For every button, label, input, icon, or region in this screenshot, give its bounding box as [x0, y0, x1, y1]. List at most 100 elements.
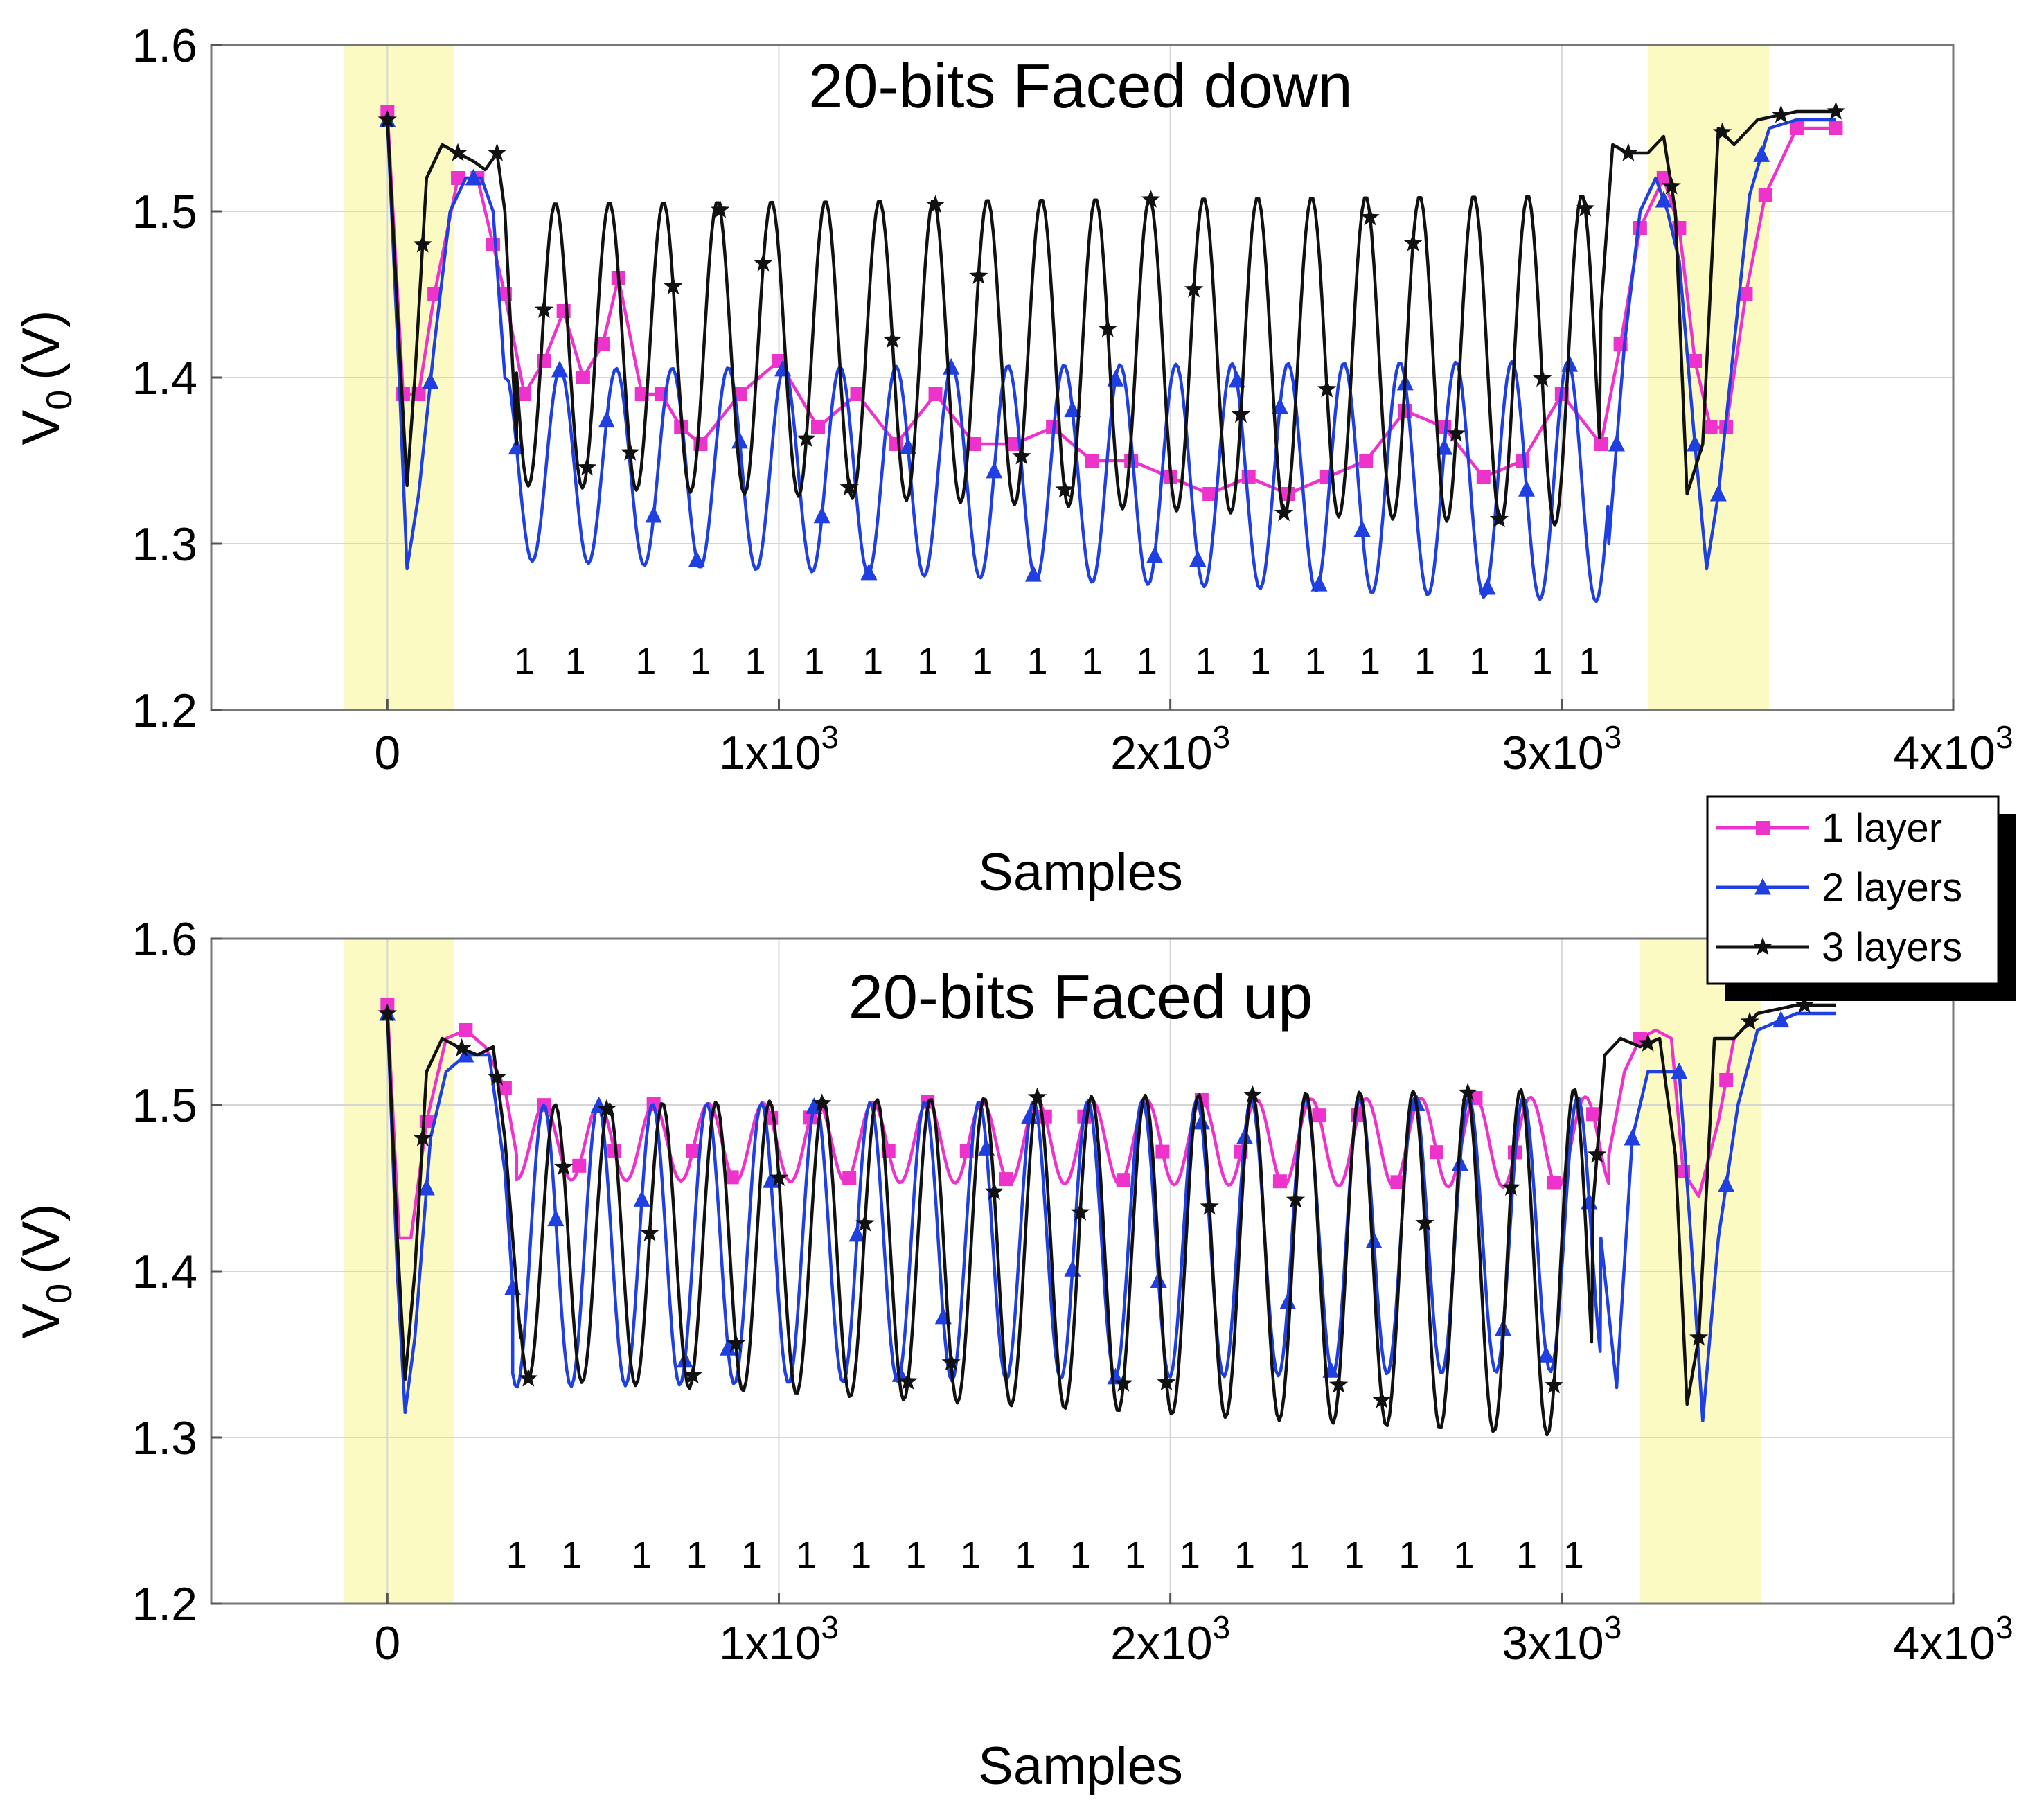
- data-point: [1709, 484, 1727, 502]
- data-point: [726, 1334, 746, 1352]
- data-point: [1594, 437, 1608, 451]
- y-axis-label-var: V: [12, 409, 71, 445]
- data-point: [576, 371, 590, 384]
- bit-label: 1: [1454, 1534, 1475, 1576]
- data-point: [519, 1368, 538, 1387]
- data-point: [1200, 1196, 1219, 1215]
- data-point: [1476, 470, 1491, 484]
- y-tick-label: 1.4: [132, 1246, 197, 1298]
- y-tick-label: 1.3: [132, 1412, 197, 1464]
- data-point: [1687, 354, 1702, 368]
- data-point: [645, 506, 662, 523]
- data-point: [1184, 279, 1204, 298]
- data-point: [1360, 207, 1380, 226]
- data-point: [621, 442, 640, 461]
- data-point: [1055, 479, 1074, 498]
- x-tick-label: 3x103: [1502, 1609, 1621, 1670]
- bit-label: 1: [851, 1534, 871, 1576]
- data-point: [459, 1023, 473, 1037]
- data-point: [811, 420, 826, 434]
- data-point: [1271, 397, 1288, 414]
- data-point: [1310, 574, 1328, 592]
- data-point: [377, 109, 398, 128]
- legend-entry: 1 layer: [1716, 806, 1942, 851]
- data-point: [1231, 405, 1251, 423]
- bit-label: 1: [1532, 641, 1553, 682]
- data-point: [1317, 379, 1337, 398]
- data-point: [451, 171, 465, 185]
- data-point: [1544, 1375, 1564, 1394]
- series-faced-down: [377, 101, 1846, 603]
- x-axis-label-faced-down: Samples: [978, 843, 1183, 902]
- legend-entry: 3 layers: [1716, 925, 1962, 970]
- bit-label: 1: [1398, 1534, 1419, 1576]
- bit-label: 1: [632, 1534, 652, 1576]
- data-point: [1189, 550, 1207, 567]
- x-tick-label: 0: [374, 1617, 400, 1670]
- bit-label: 1: [1070, 1534, 1091, 1576]
- legend-entries: 1 layer 2 layers 3 layers: [1716, 806, 1962, 970]
- data-point: [1098, 319, 1117, 337]
- data-point: [534, 299, 554, 318]
- data-point: [1429, 1145, 1443, 1160]
- x-axis-label-faced-up: Samples: [978, 1737, 1183, 1796]
- legend: 1 layer 2 layers 3 layers: [1706, 795, 2016, 1001]
- bit-label: 1: [1563, 1534, 1584, 1576]
- legend-marker: [1756, 821, 1770, 835]
- data-point: [860, 563, 878, 581]
- data-point: [1772, 1011, 1790, 1028]
- data-point: [1686, 434, 1703, 452]
- y-axis-label-var: V: [12, 1303, 71, 1338]
- data-point: [1312, 1108, 1326, 1123]
- data-point: [891, 1365, 909, 1382]
- bit-label: 1: [862, 641, 883, 682]
- bit-label: 1: [803, 641, 824, 682]
- series-line: [386, 1003, 1836, 1437]
- data-point: [577, 457, 597, 476]
- data-point: [1024, 565, 1042, 582]
- y-tick-label: 1.4: [132, 352, 197, 405]
- bit-label: 1: [1015, 1534, 1036, 1576]
- data-point: [797, 428, 816, 448]
- data-point: [1795, 995, 1814, 1013]
- data-point: [1193, 1113, 1210, 1130]
- data-point: [1286, 1189, 1306, 1208]
- data-point: [1070, 1202, 1090, 1221]
- data-point: [1689, 1327, 1709, 1346]
- data-point: [688, 550, 705, 567]
- y-tick-label: 1.6: [132, 913, 197, 966]
- data-point: [812, 1093, 832, 1112]
- data-point: [1771, 105, 1791, 123]
- data-point: [1272, 1174, 1287, 1189]
- bit-label: 1: [972, 641, 993, 682]
- data-point: [427, 287, 442, 301]
- bit-label: 1: [1305, 641, 1326, 682]
- data-point: [486, 238, 500, 251]
- data-point: [1114, 1373, 1133, 1392]
- bit-label: 1: [514, 641, 535, 682]
- data-point: [1671, 1062, 1688, 1079]
- bit-label: 1: [1469, 641, 1490, 682]
- bit-label: 1: [506, 1534, 527, 1576]
- bit-label: 1: [1360, 641, 1380, 682]
- y-axis-label-unit: (V): [12, 310, 71, 380]
- bit-label: 1: [1027, 641, 1047, 682]
- data-point: [597, 1099, 616, 1117]
- legend-entry: 2 layers: [1716, 865, 1962, 910]
- data-point: [640, 1223, 659, 1241]
- bit-label: 1: [741, 1534, 762, 1576]
- data-point: [1638, 1033, 1658, 1052]
- bit-label: 1: [1234, 1534, 1255, 1576]
- y-tick-label: 1.2: [132, 684, 197, 737]
- data-point: [1656, 171, 1671, 185]
- bit-label: 1: [905, 1534, 926, 1576]
- data-point: [754, 253, 773, 272]
- data-point: [1753, 145, 1770, 162]
- bit-label: 1: [565, 641, 586, 682]
- data-point: [855, 1213, 875, 1232]
- bit-label: 1: [1414, 641, 1435, 682]
- x-tick-label: 2x103: [1110, 719, 1230, 779]
- data-point: [686, 1144, 700, 1158]
